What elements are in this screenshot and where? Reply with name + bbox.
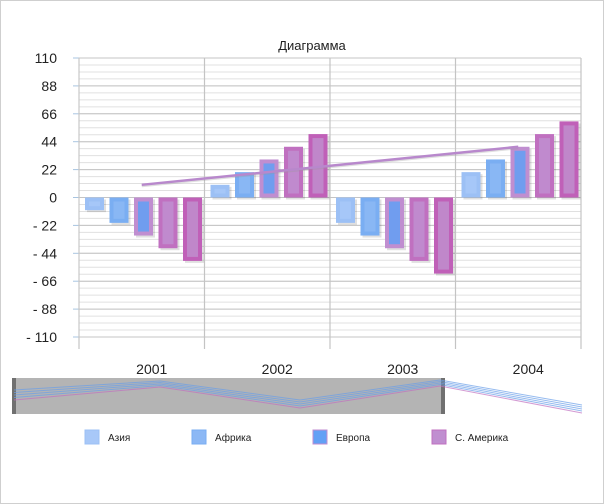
legend-item[interactable]: Азия bbox=[84, 429, 130, 445]
legend-item[interactable]: Европа bbox=[312, 429, 371, 445]
legend-swatch bbox=[191, 429, 207, 445]
bar-inner bbox=[162, 201, 174, 245]
y-tick-label: - 22 bbox=[33, 217, 57, 233]
bar-inner bbox=[89, 201, 100, 207]
bar-inner bbox=[465, 176, 477, 194]
x-tick-label: 2004 bbox=[513, 361, 544, 377]
trendline bbox=[141, 145, 519, 187]
legend-label: Европа bbox=[336, 433, 371, 444]
bar-inner bbox=[138, 201, 149, 232]
bar-inner bbox=[239, 176, 250, 194]
bar-inner bbox=[364, 201, 376, 232]
bar-inner bbox=[438, 201, 449, 270]
navigator-left-handle[interactable] bbox=[12, 378, 16, 414]
x-tick-label: 2001 bbox=[136, 361, 167, 377]
y-tick-label: - 88 bbox=[33, 301, 57, 317]
bar-inner bbox=[490, 163, 501, 194]
legend-item[interactable]: Африка bbox=[191, 429, 252, 445]
navigator-right-handle[interactable] bbox=[441, 378, 445, 414]
navigator-series-line bbox=[13, 380, 583, 408]
legend-swatch bbox=[431, 429, 447, 445]
navigator-series-line bbox=[13, 383, 583, 412]
legend-swatch bbox=[312, 429, 328, 445]
navigator-series-line bbox=[13, 382, 583, 410]
legend-item[interactable]: С. Америка bbox=[431, 429, 509, 445]
y-tick-label: 110 bbox=[35, 50, 58, 66]
x-tick-label: 2003 bbox=[387, 361, 418, 377]
y-tick-label: 88 bbox=[41, 78, 57, 94]
x-tick-label: 2002 bbox=[262, 361, 293, 377]
bar-inner bbox=[263, 163, 275, 194]
navigator-series-line bbox=[13, 385, 583, 414]
bar-inner bbox=[288, 150, 299, 194]
bar-inner bbox=[214, 188, 226, 194]
chart-title: Диаграмма bbox=[278, 38, 346, 53]
bar-inner bbox=[413, 201, 425, 257]
bar-inner bbox=[389, 201, 400, 245]
range-navigator[interactable] bbox=[12, 378, 583, 414]
y-tick-label: 0 bbox=[49, 190, 57, 206]
bar-inner bbox=[113, 201, 125, 219]
navigator-series-line bbox=[13, 379, 583, 406]
bar-inner bbox=[187, 201, 198, 257]
y-tick-label: - 66 bbox=[33, 273, 57, 289]
legend-label: Африка bbox=[215, 432, 252, 444]
y-tick-label: 22 bbox=[41, 162, 57, 178]
y-tick-label: - 110 bbox=[26, 329, 57, 345]
y-tick-label: 44 bbox=[41, 134, 57, 150]
legend-label: Азия bbox=[108, 433, 130, 444]
bar-inner bbox=[514, 150, 526, 194]
bar-inner bbox=[340, 201, 351, 219]
legend-label: С. Америка bbox=[455, 433, 509, 444]
bar-inner bbox=[563, 125, 575, 194]
y-tick-label: 66 bbox=[41, 106, 57, 122]
legend-swatch bbox=[84, 429, 100, 445]
bar-inner bbox=[539, 138, 550, 194]
y-tick-label: - 44 bbox=[33, 245, 57, 261]
